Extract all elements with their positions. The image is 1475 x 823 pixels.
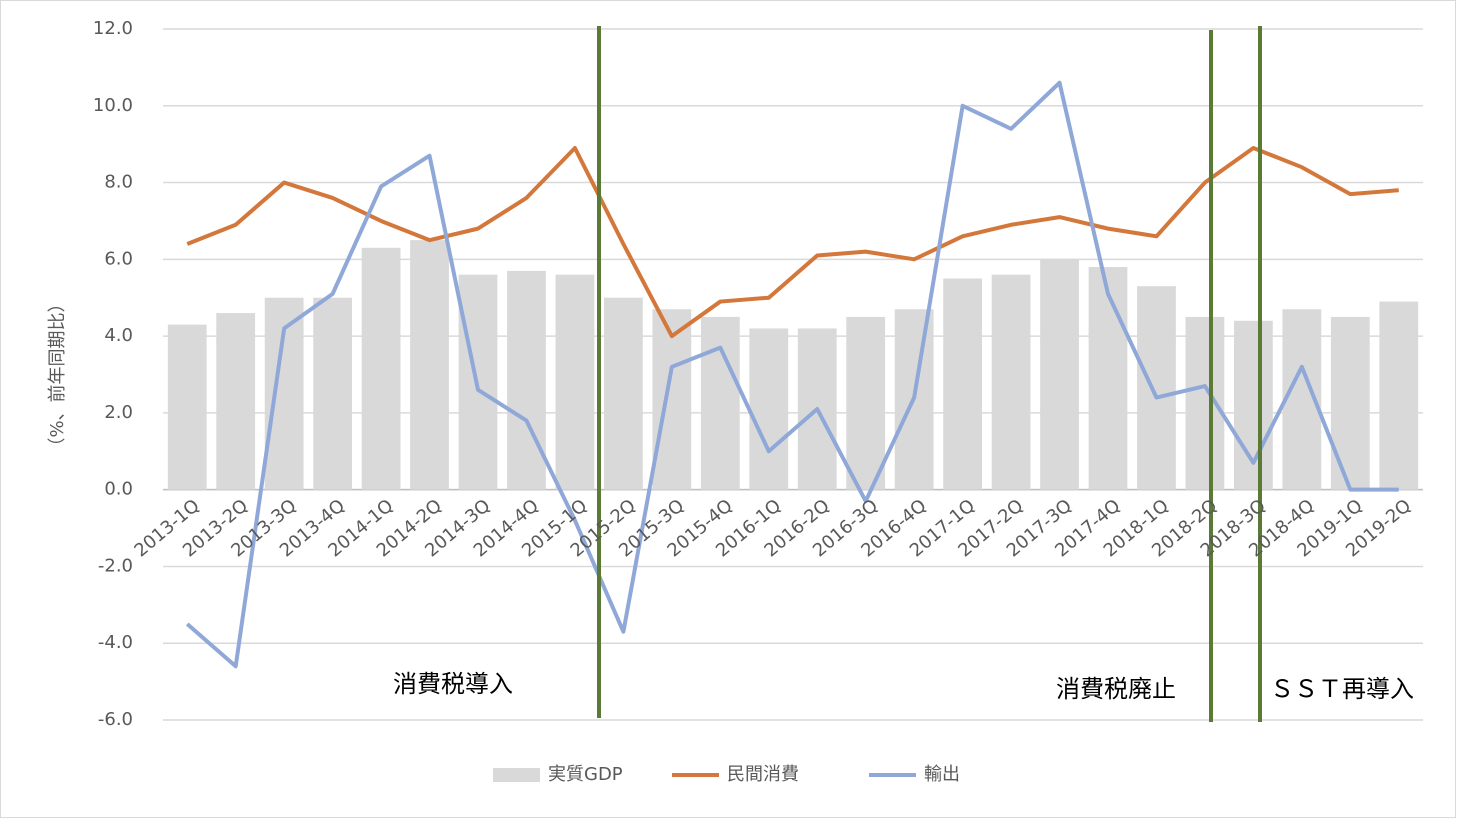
y-tick-label: 12.0 <box>93 18 133 39</box>
bar <box>604 297 643 490</box>
y-tick-label: -4.0 <box>98 632 133 653</box>
bar <box>361 247 401 490</box>
y-tick-label: 2.0 <box>104 402 133 423</box>
annotation: ＳＳＴ再導入 <box>1270 675 1414 703</box>
y-axis-title: （%、前年同期比） <box>47 294 68 455</box>
bar <box>216 313 256 490</box>
bar <box>1185 316 1225 490</box>
legend-swatch <box>493 768 540 782</box>
bar <box>313 297 352 490</box>
legend-label: 輸出 <box>924 764 960 785</box>
bar <box>410 240 449 490</box>
legend-label: 実質GDP <box>548 764 623 785</box>
y-tick-label: 10.0 <box>93 95 133 116</box>
y-tick-label: 0.0 <box>104 479 133 500</box>
y-tick-label: -2.0 <box>98 555 133 576</box>
bar <box>943 278 982 490</box>
y-tick-label: 8.0 <box>104 172 133 193</box>
annotation: 消費税導入 <box>393 670 513 698</box>
legend-label: 民間消費 <box>727 764 799 785</box>
y-tick-label: 4.0 <box>104 325 133 346</box>
bars <box>167 240 1419 490</box>
bar <box>749 328 789 490</box>
bar <box>1379 301 1419 490</box>
y-tick-label: -6.0 <box>98 709 133 730</box>
bar <box>1088 267 1128 490</box>
line <box>185 80 1399 669</box>
lines <box>185 80 1399 669</box>
line <box>186 146 1399 339</box>
annotation: 消費税廃止 <box>1056 675 1176 703</box>
bar <box>555 274 595 490</box>
y-tick-label: 6.0 <box>104 248 133 269</box>
bar <box>991 274 1031 490</box>
bar <box>700 316 740 490</box>
bar <box>1040 259 1079 490</box>
bar <box>167 324 207 490</box>
bar <box>846 316 886 490</box>
bar <box>1330 316 1370 490</box>
bar <box>652 309 692 490</box>
bar <box>507 270 546 490</box>
bar <box>1137 286 1176 490</box>
